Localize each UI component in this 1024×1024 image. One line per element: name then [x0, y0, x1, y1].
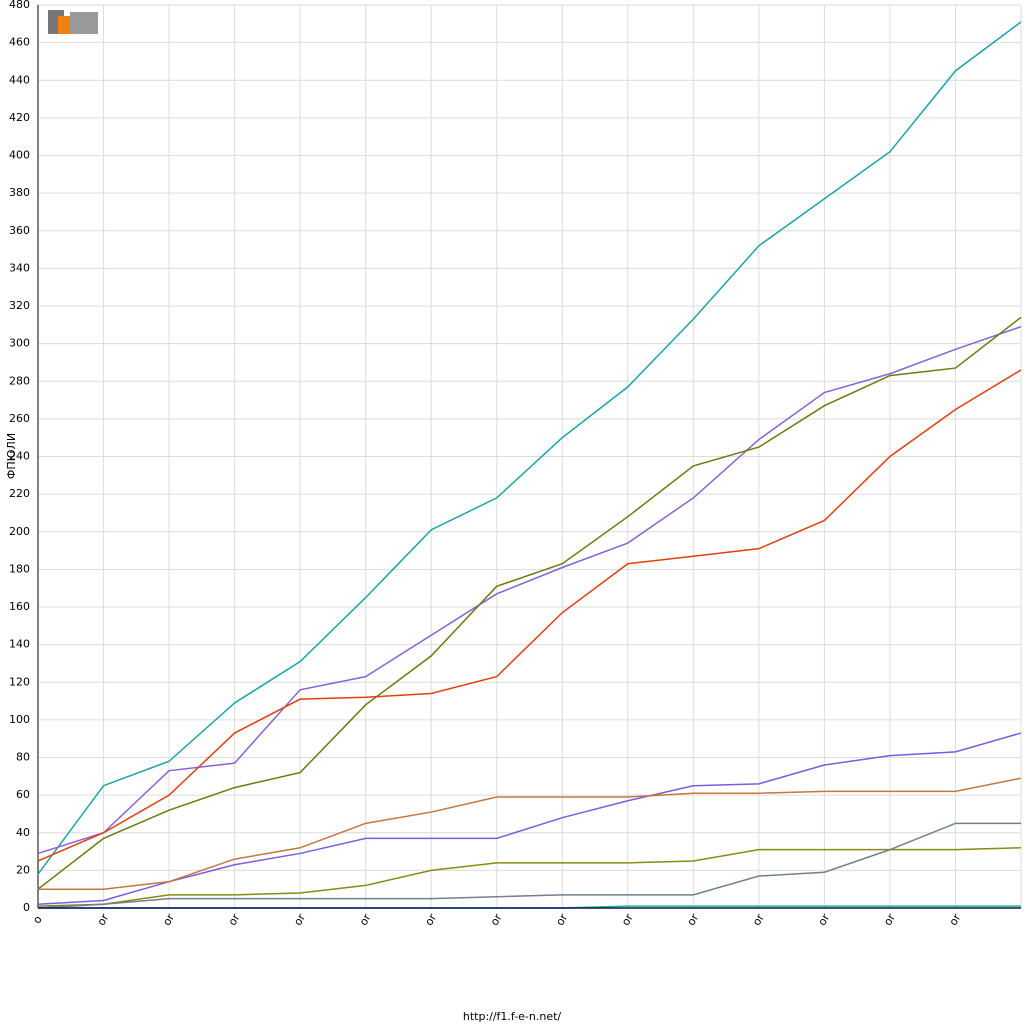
y-axis-label: ФПЮЛИ [5, 433, 18, 479]
x-tick-label: or [226, 911, 243, 928]
y-tick-label: 120 [9, 675, 30, 688]
x-tick-label: or [947, 911, 964, 928]
y-tick-label: 100 [9, 713, 30, 726]
x-tick-label: or [684, 911, 701, 928]
y-tick-label: 480 [9, 0, 30, 11]
x-tick-label: or [816, 911, 833, 928]
x-tick-label: o [30, 913, 45, 926]
y-tick-label: 60 [16, 788, 30, 801]
series-line [37, 847, 1022, 907]
y-tick-label: 20 [16, 863, 30, 876]
y-tick-label: 80 [16, 751, 30, 764]
y-tick-label: 140 [9, 638, 30, 651]
y-tick-label: 260 [9, 412, 30, 425]
y-tick-label: 400 [9, 149, 30, 162]
series-line [37, 316, 1022, 890]
y-tick-label: 0 [23, 901, 30, 914]
y-tick-label: 280 [9, 374, 30, 387]
x-tick-label: or [750, 911, 767, 928]
x-tick-label: or [291, 911, 308, 928]
x-tick-label: or [160, 911, 177, 928]
y-tick-label: 360 [9, 224, 30, 237]
y-tick-label: 160 [9, 600, 30, 613]
y-tick-label: 340 [9, 261, 30, 274]
series-line [37, 822, 1021, 909]
x-tick-label: or [95, 911, 112, 928]
series-line [37, 732, 1022, 905]
footer: http://f1.f-e-n.net/ [463, 1010, 562, 1023]
x-tick-label: or [881, 911, 898, 928]
x-tick-label: or [422, 911, 439, 928]
y-tick-label: 320 [9, 299, 30, 312]
y-tick-label: 40 [16, 826, 30, 839]
y-tick-label: 220 [9, 487, 30, 500]
y-tick-label: 460 [9, 36, 30, 49]
series-line [37, 21, 1022, 875]
y-tick-label: 180 [9, 562, 30, 575]
x-tick-label: or [553, 911, 570, 928]
logo [48, 10, 98, 34]
series-line [37, 369, 1022, 862]
x-tick-label: or [357, 911, 374, 928]
y-tick-label: 300 [9, 337, 30, 350]
series-line [38, 777, 1022, 890]
y-tick-label: 380 [9, 186, 30, 199]
x-tick-label: or [488, 911, 505, 928]
y-tick-label: 420 [9, 111, 30, 124]
y-tick-label: 200 [9, 525, 30, 538]
y-tick-label: 440 [9, 73, 30, 86]
y-tick-label: 240 [9, 450, 30, 463]
x-tick-label: or [619, 911, 636, 928]
series-line [37, 325, 1022, 855]
